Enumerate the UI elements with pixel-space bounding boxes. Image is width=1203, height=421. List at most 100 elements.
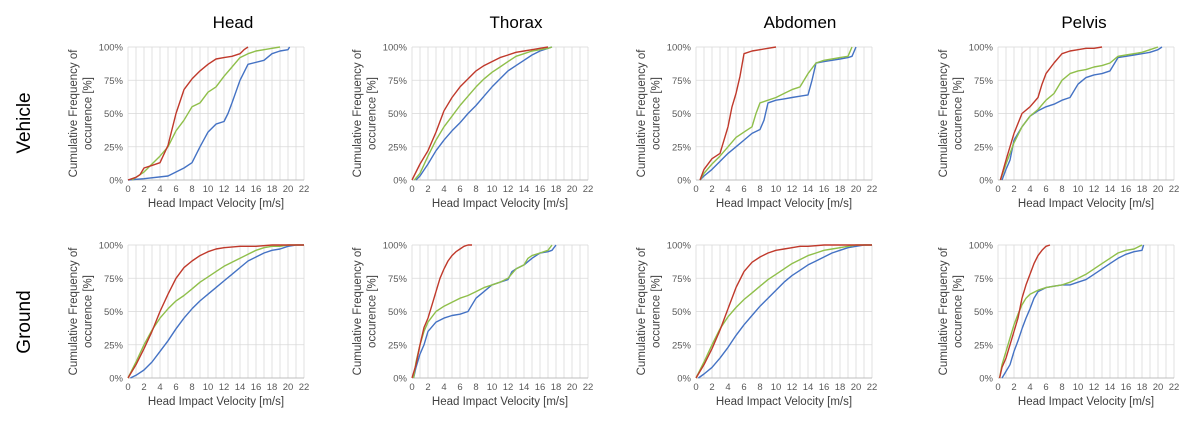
x-tick-label: 4 bbox=[441, 382, 446, 393]
y-tick-label: 75% bbox=[672, 76, 692, 87]
x-tick-label: 8 bbox=[473, 184, 478, 195]
chart-vehicle-thorax: 0% 25% 50% 75% 100% 0 2 4 6 8 10 12 14 16 18 20 22 Head I… bbox=[352, 43, 593, 211]
y-axis-label: Cumulative Frequency of occurence [%] bbox=[68, 49, 94, 178]
y-axis-label: Cumulative Frequency of occurence [%] bbox=[68, 247, 94, 376]
x-tick-label: 2 bbox=[425, 184, 430, 195]
x-tick-label: 10 bbox=[203, 382, 214, 393]
series-line-blue bbox=[697, 244, 872, 379]
y-tick-label: 0% bbox=[393, 374, 407, 385]
x-tick-label: 6 bbox=[173, 184, 178, 195]
x-tick-label: 8 bbox=[1059, 184, 1064, 195]
x-tick-label: 8 bbox=[189, 382, 194, 393]
chart-vehicle-pelvis: 0% 25% 50% 75% 100% 0 2 4 6 8 10 12 14 16 18 20 22 Head I… bbox=[938, 43, 1179, 211]
y-tick-label: 100% bbox=[969, 43, 994, 54]
x-tick-label: 18 bbox=[835, 184, 846, 195]
x-tick-label: 2 bbox=[709, 382, 714, 393]
x-tick-label: 6 bbox=[1043, 382, 1048, 393]
y-tick-label: 100% bbox=[667, 241, 692, 252]
y-tick-label: 50% bbox=[974, 109, 994, 120]
x-tick-label: 12 bbox=[219, 184, 230, 195]
series-line-green bbox=[699, 46, 853, 181]
y-tick-label: 25% bbox=[104, 142, 124, 153]
x-tick-label: 10 bbox=[487, 382, 498, 393]
y-tick-label: 50% bbox=[388, 307, 408, 318]
column-title-head: Head bbox=[213, 13, 254, 32]
x-axis-label: Head Impact Velocity [m/s] bbox=[148, 396, 284, 408]
series-line-red bbox=[411, 244, 472, 379]
x-axis-label: Head Impact Velocity [m/s] bbox=[148, 198, 284, 210]
x-tick-label: 20 bbox=[851, 184, 862, 195]
x-tick-label: 20 bbox=[567, 382, 578, 393]
series-line-red bbox=[699, 46, 777, 181]
y-tick-label: 75% bbox=[974, 76, 994, 87]
y-tick-label: 100% bbox=[383, 43, 408, 54]
series-line-green bbox=[999, 46, 1159, 181]
x-tick-label: 8 bbox=[1059, 382, 1064, 393]
x-tick-label: 16 bbox=[251, 382, 262, 393]
y-tick-label: 25% bbox=[672, 340, 692, 351]
y-tick-label: 100% bbox=[383, 241, 408, 252]
x-tick-label: 6 bbox=[741, 382, 746, 393]
x-tick-label: 6 bbox=[457, 184, 462, 195]
row-title-ground: Ground bbox=[14, 290, 35, 353]
y-axis-label: Cumulative Frequency of occurence [%] bbox=[938, 49, 964, 178]
x-tick-label: 2 bbox=[1011, 382, 1016, 393]
column-title-abdomen: Abdomen bbox=[764, 13, 837, 32]
x-tick-label: 2 bbox=[141, 184, 146, 195]
y-tick-label: 75% bbox=[672, 274, 692, 285]
x-tick-label: 10 bbox=[487, 184, 498, 195]
x-tick-label: 2 bbox=[709, 184, 714, 195]
x-tick-label: 10 bbox=[203, 184, 214, 195]
x-tick-label: 10 bbox=[1073, 382, 1084, 393]
x-tick-label: 8 bbox=[757, 382, 762, 393]
x-tick-label: 4 bbox=[157, 382, 162, 393]
series-line-red bbox=[998, 244, 1051, 379]
x-tick-label: 6 bbox=[1043, 184, 1048, 195]
x-tick-label: 0 bbox=[409, 184, 414, 195]
series-line-red bbox=[127, 244, 304, 379]
series-line-red bbox=[127, 46, 249, 181]
y-tick-label: 0% bbox=[109, 374, 123, 385]
x-tick-label: 0 bbox=[693, 382, 698, 393]
x-tick-label: 16 bbox=[535, 382, 546, 393]
x-tick-label: 4 bbox=[157, 184, 162, 195]
x-tick-label: 18 bbox=[267, 382, 278, 393]
y-tick-label: 25% bbox=[104, 340, 124, 351]
y-axis-label: Cumulative Frequency of occurence [%] bbox=[636, 49, 662, 178]
series-line-blue bbox=[415, 46, 553, 181]
series-line-green bbox=[695, 244, 872, 379]
x-tick-label: 22 bbox=[1169, 184, 1180, 195]
series-line-blue bbox=[130, 244, 304, 379]
x-tick-label: 4 bbox=[441, 184, 446, 195]
x-tick-label: 8 bbox=[757, 184, 762, 195]
x-tick-label: 14 bbox=[803, 382, 814, 393]
x-tick-label: 4 bbox=[725, 184, 730, 195]
x-axis-label: Head Impact Velocity [m/s] bbox=[716, 198, 852, 210]
x-tick-label: 20 bbox=[1153, 382, 1164, 393]
x-tick-label: 10 bbox=[771, 184, 782, 195]
x-tick-label: 0 bbox=[693, 184, 698, 195]
x-tick-label: 12 bbox=[503, 382, 514, 393]
y-tick-label: 25% bbox=[974, 340, 994, 351]
chart-ground-pelvis: 0% 25% 50% 75% 100% 0 2 4 6 8 10 12 14 16 18 20 22 Head I… bbox=[938, 241, 1179, 409]
series-line-red bbox=[411, 46, 549, 181]
x-tick-label: 18 bbox=[551, 184, 562, 195]
x-tick-label: 14 bbox=[235, 382, 246, 393]
x-tick-label: 6 bbox=[741, 184, 746, 195]
x-tick-label: 14 bbox=[803, 184, 814, 195]
y-tick-label: 0% bbox=[979, 374, 993, 385]
x-tick-label: 6 bbox=[173, 382, 178, 393]
y-axis-label: Cumulative Frequency of occurence [%] bbox=[352, 247, 378, 376]
x-tick-label: 0 bbox=[995, 382, 1000, 393]
y-tick-label: 75% bbox=[388, 274, 408, 285]
y-tick-label: 0% bbox=[677, 176, 691, 187]
x-tick-label: 0 bbox=[125, 382, 130, 393]
row-title-vehicle: Vehicle bbox=[14, 92, 35, 153]
x-tick-label: 22 bbox=[583, 184, 594, 195]
series-line-blue bbox=[699, 46, 857, 181]
x-tick-label: 22 bbox=[1169, 382, 1180, 393]
y-tick-label: 75% bbox=[974, 274, 994, 285]
y-tick-label: 50% bbox=[104, 109, 124, 120]
x-tick-label: 14 bbox=[519, 184, 530, 195]
